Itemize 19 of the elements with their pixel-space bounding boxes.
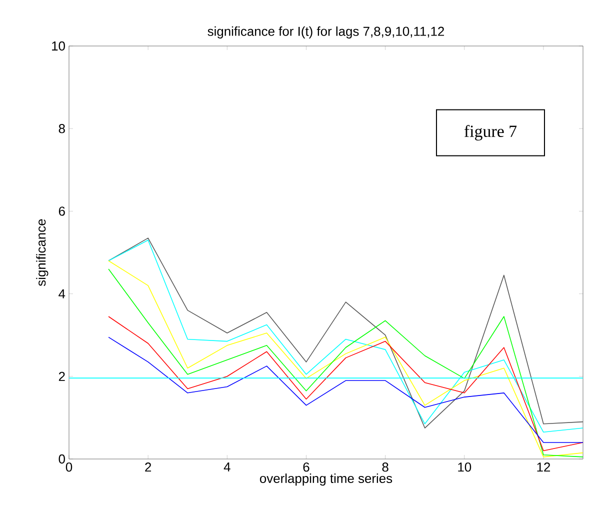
y-tick-label: 4 [58, 289, 66, 298]
chart-title: significance for I(t) for lags 7,8,9,10,11,12 [208, 26, 444, 38]
annotation: figure 7 [464, 124, 517, 141]
y-axis-title: significance [36, 219, 48, 286]
x-tick-label: 8 [382, 462, 388, 472]
y-tick-label: 8 [58, 124, 65, 134]
x-tick-label: 10 [458, 462, 472, 472]
x-tick-label: 0 [66, 462, 72, 472]
x-tick-label: 4 [224, 462, 230, 472]
y-tick-label: 6 [58, 206, 65, 216]
y-tick-label: 0 [58, 454, 65, 464]
x-axis-title: overlapping time series [260, 474, 392, 486]
line-series [108, 316, 584, 452]
x-tick-label: 12 [537, 462, 550, 472]
x-tick-label: 6 [303, 462, 310, 472]
x-tick-label: 2 [145, 462, 152, 472]
y-tick-label: 10 [52, 41, 65, 51]
y-tick-label: 2 [58, 372, 65, 381]
line-series [108, 336, 584, 443]
